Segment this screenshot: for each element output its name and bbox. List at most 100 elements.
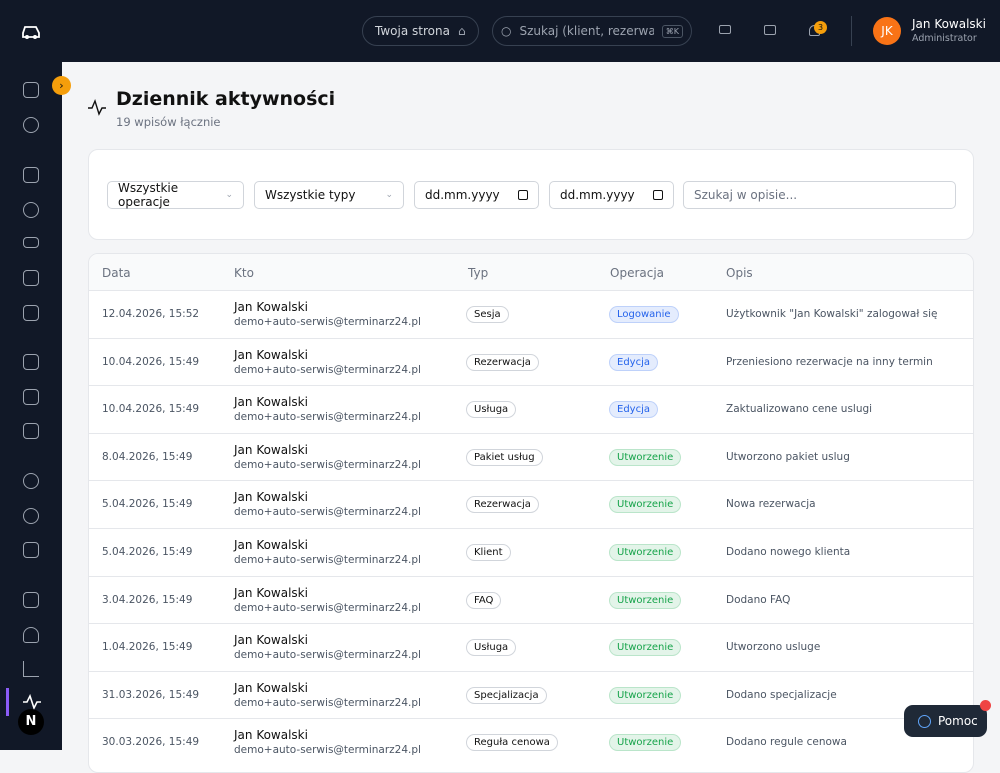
nav-icon[interactable] <box>23 167 39 183</box>
description-cell: Utworzono pakiet uslug <box>726 450 850 463</box>
nav-icon[interactable] <box>23 423 39 439</box>
table-row: 30.03.2026, 15:49 Jan Kowalski demo+auto-s… <box>89 718 973 766</box>
table-row: 8.04.2026, 15:49 Jan Kowalski demo+auto-se… <box>89 432 973 481</box>
chat-icon <box>918 714 931 728</box>
operation-badge: Logowanie <box>609 306 679 323</box>
search-box[interactable]: ○ Szukaj (klient, rezerwacja... ⌘K <box>492 16 692 46</box>
nav-icon[interactable] <box>23 661 39 677</box>
nav-icon[interactable] <box>23 117 39 133</box>
user-email: demo+auto-serwis@terminarz24.pl <box>234 316 421 328</box>
description-cell: Użytkownik "Jan Kowalski" zalogował się <box>726 308 938 320</box>
description-search[interactable]: Szukaj w opisie... <box>683 181 956 209</box>
calendar-icon <box>653 190 663 200</box>
table-row: 12.04.2026, 15:52 Jan Kowalski demo+auto-s… <box>89 290 973 338</box>
date-from[interactable]: dd.mm.yyyy <box>414 181 539 209</box>
description-cell: Przeniesiono rezerwacje na inny termin <box>726 355 933 368</box>
operation-badge: Utworzenie <box>609 686 682 704</box>
help-button[interactable]: Pomoc <box>904 705 987 737</box>
date-cell: 12.04.2026, 15:52 <box>102 308 200 320</box>
description-cell: Utworzono usluge <box>726 641 821 654</box>
active-indicator <box>6 688 9 716</box>
operation-select[interactable]: Wszystkie operacje ⌄ <box>107 181 244 209</box>
site-button[interactable]: Twoja strona ⌂ <box>362 16 479 46</box>
nav-icon[interactable] <box>23 592 39 608</box>
avatar[interactable]: JK <box>873 17 901 45</box>
user-email: demo+auto-serwis@terminarz24.pl <box>234 411 421 424</box>
date-cell: 5.04.2026, 15:49 <box>102 498 193 511</box>
date-cell: 3.04.2026, 15:49 <box>102 593 193 606</box>
user-email: demo+auto-serwis@terminarz24.pl <box>234 601 421 614</box>
operation-badge: Utworzenie <box>609 591 682 609</box>
monitor-icon[interactable] <box>719 25 731 34</box>
user-name: Jan Kowalski <box>234 442 308 457</box>
collapse-button[interactable]: › <box>52 76 71 95</box>
card-icon[interactable] <box>764 25 776 35</box>
chevron: ⌄ <box>385 190 393 200</box>
user-email: demo+auto-serwis@terminarz24.pl <box>234 554 421 566</box>
nav-icon[interactable] <box>23 354 39 370</box>
nav-icon[interactable] <box>23 627 39 643</box>
table-row: 3.04.2026, 15:49 Jan Kowalski demo+auto-se… <box>89 575 973 624</box>
date-placeholder: dd.mm.yyyy <box>560 188 635 202</box>
user-name: Jan Kowalski <box>234 490 308 505</box>
date-placeholder: dd.mm.yyyy <box>425 188 500 202</box>
user-email: demo+auto-serwis@terminarz24.pl <box>234 696 421 709</box>
user-name: Jan Kowalski <box>234 538 308 552</box>
nav-icon[interactable] <box>23 389 39 405</box>
operation-badge: Utworzenie <box>609 544 682 561</box>
nav-icon-active[interactable] <box>22 694 42 710</box>
operation-badge: Utworzenie <box>609 496 682 514</box>
user-name: Jan Kowalski <box>234 728 308 743</box>
date-cell: 10.04.2026, 15:49 <box>102 355 200 368</box>
table-header <box>89 254 973 290</box>
date-to[interactable]: dd.mm.yyyy <box>549 181 674 209</box>
date-cell: 31.03.2026, 15:49 <box>102 688 200 701</box>
nav-icon[interactable] <box>23 202 39 218</box>
activity-table: Data Kto Typ Operacja Opis 12.04.2026, 15:52 J… <box>88 253 974 773</box>
user-name: Jan Kowalski <box>234 633 308 648</box>
table-row: 10.04.2026, 15:49 Jan Kowalski demo+auto-s… <box>89 385 973 433</box>
nav-icon[interactable] <box>23 508 39 524</box>
operation-badge: Utworzenie <box>609 734 682 752</box>
type-badge: Reguła cenowa <box>466 734 558 752</box>
page-icon <box>88 98 106 116</box>
type-badge: Usługa <box>466 639 517 657</box>
column-header: Data <box>102 266 131 280</box>
description-cell: Dodano regule cenowa <box>726 736 847 749</box>
logo[interactable] <box>20 22 42 40</box>
column-header: Kto <box>234 266 254 280</box>
user-name: Jan Kowalski <box>234 585 308 600</box>
type-badge: FAQ <box>466 591 502 609</box>
user-email: demo+auto-serwis@terminarz24.pl <box>234 649 421 662</box>
table-row: 10.04.2026, 15:49 Jan Kowalski demo+auto-s… <box>89 337 973 386</box>
divider <box>851 16 852 46</box>
nav-icon[interactable] <box>23 305 39 321</box>
sidebar-badge[interactable]: N <box>18 709 44 735</box>
table-row: 1.04.2026, 15:49 Jan Kowalski demo+auto-se… <box>89 623 973 671</box>
home-icon: ⌂ <box>457 24 466 38</box>
nav-icon[interactable] <box>23 270 39 286</box>
chevron: ⌄ <box>225 190 233 200</box>
type-select[interactable]: Wszystkie typy ⌄ <box>254 181 404 209</box>
nav-icon[interactable] <box>23 542 39 558</box>
description-cell: Zaktualizowano cene uslugi <box>726 403 873 416</box>
nav-icon[interactable] <box>23 237 39 248</box>
user-name: Jan Kowalski <box>912 17 986 31</box>
filters-card: Wszystkie operacje ⌄ Wszystkie typy ⌄ dd.m… <box>88 149 974 240</box>
nav-icon[interactable] <box>23 473 39 489</box>
user-role: Administrator <box>912 33 977 44</box>
operation-badge: Edycja <box>609 401 658 419</box>
type-badge: Pakiet usług <box>466 448 543 466</box>
operation-badge: Utworzenie <box>609 448 682 466</box>
description-cell: Dodano nowego klienta <box>726 546 851 558</box>
user-name: Jan Kowalski <box>234 680 308 695</box>
user-email: demo+auto-serwis@terminarz24.pl <box>234 506 421 519</box>
user-email: demo+auto-serwis@terminarz24.pl <box>234 744 421 757</box>
search-placeholder: Szukaj (klient, rezerwacja... <box>519 24 654 38</box>
date-cell: 10.04.2026, 15:49 <box>102 403 200 416</box>
nav-icon[interactable] <box>23 82 39 98</box>
search-icon: ○ <box>501 24 512 38</box>
search-placeholder: Szukaj w opisie... <box>694 188 798 202</box>
operation-badge: Utworzenie <box>609 639 682 657</box>
